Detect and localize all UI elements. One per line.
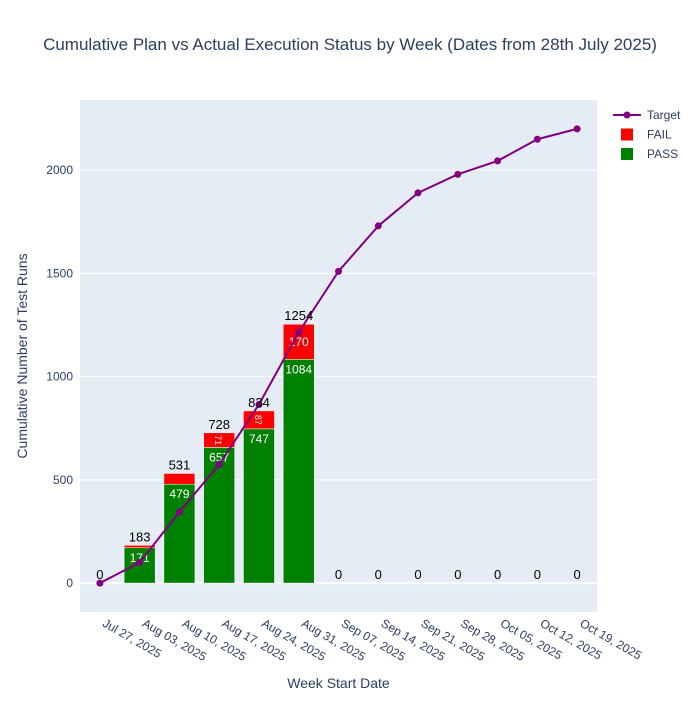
total-label-8: 0 [414, 567, 421, 582]
target-point-9 [454, 170, 462, 178]
total-label-0: 0 [96, 567, 103, 582]
total-label-11: 0 [534, 567, 541, 582]
pass-label-4: 747 [249, 432, 269, 446]
target-point-8 [414, 189, 422, 197]
total-label-4: 834 [248, 395, 270, 410]
y-tick-1500: 1500 [46, 266, 73, 280]
pass-bar-5 [282, 359, 315, 584]
fail-bar-1 [123, 545, 156, 549]
y-tick-1000: 1000 [46, 370, 73, 384]
total-label-6: 0 [335, 567, 342, 582]
x-axis-label: Week Start Date [287, 675, 390, 691]
plot-area [80, 100, 597, 612]
pass-label-3: 657 [209, 450, 229, 464]
total-label-3: 728 [208, 417, 230, 432]
bars [123, 323, 315, 584]
total-label-1: 183 [129, 529, 151, 544]
total-labels: 0 183 531 728 834 1254 0 0 0 0 0 0 0 [96, 308, 580, 582]
target-point-12 [573, 125, 581, 133]
pass-bar-4 [243, 428, 275, 584]
total-label-10: 0 [494, 567, 501, 582]
legend-pass-swatch [621, 148, 633, 160]
fail-label-3: 71 [213, 435, 223, 445]
target-point-5 [295, 328, 303, 336]
y-axis-label: Cumulative Number of Test Runs [14, 253, 30, 458]
target-point-6 [335, 267, 342, 275]
legend-target-marker [623, 111, 631, 119]
target-point-7 [374, 222, 382, 230]
legend-target-label: Target [647, 108, 681, 122]
legend-fail-label: FAIL [647, 128, 672, 142]
legend-fail-swatch [621, 128, 633, 141]
y-tick-500: 500 [53, 473, 73, 487]
chart-title: Cumulative Plan vs Actual Execution Stat… [43, 35, 657, 54]
target-point-2 [175, 508, 183, 516]
y-tick-labels: 0 500 1000 1500 2000 [46, 163, 73, 590]
target-point-1 [136, 558, 144, 566]
total-label-2: 531 [169, 457, 191, 472]
total-label-5: 1254 [284, 308, 313, 323]
legend-pass-label: PASS [647, 147, 678, 161]
y-tick-2000: 2000 [46, 163, 73, 177]
target-point-0 [96, 579, 104, 587]
target-line [96, 125, 581, 587]
fail-bar-2 [163, 473, 196, 485]
pass-label-5: 1084 [285, 362, 312, 376]
fail-label-4: 87 [253, 415, 263, 425]
target-point-4 [255, 401, 263, 409]
pass-bar-3 [203, 447, 235, 584]
pass-label-2: 479 [169, 487, 189, 501]
total-label-9: 0 [454, 567, 461, 582]
total-label-7: 0 [375, 567, 382, 582]
target-point-11 [533, 135, 541, 143]
total-label-12: 0 [573, 567, 580, 582]
target-point-3 [215, 460, 223, 468]
legend: Target FAIL PASS [613, 108, 681, 161]
target-point-10 [494, 157, 502, 165]
y-tick-0: 0 [66, 576, 73, 590]
fail-label-5: 170 [289, 335, 309, 349]
